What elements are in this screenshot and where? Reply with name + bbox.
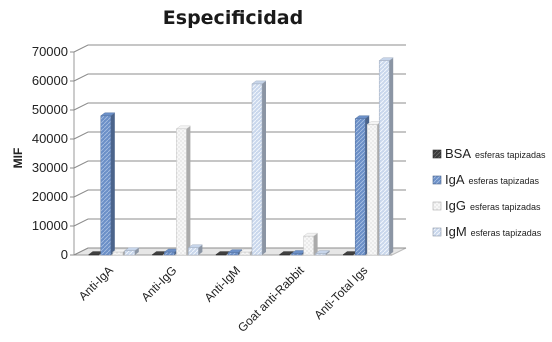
y-tick-label: 30000: [32, 160, 68, 175]
gridline: [73, 218, 406, 227]
bar-side: [198, 244, 203, 255]
bar-side: [313, 233, 318, 255]
x-tick-label: Anti-IgG: [138, 263, 179, 304]
gridline: [73, 102, 406, 111]
bar-front: [279, 254, 290, 256]
legend-label: IgA esferas tapizadas: [445, 172, 540, 187]
legend-swatch: [432, 227, 442, 237]
bar-front: [251, 83, 263, 256]
bar: [227, 249, 243, 256]
bar-front: [152, 254, 163, 256]
y-axis-label: MIF: [11, 148, 25, 169]
bar-side: [325, 250, 330, 255]
legend-item: IgM esferas tapizadas: [432, 224, 542, 239]
x-tick-label: Anti-IgA: [76, 263, 116, 303]
bar-side: [186, 125, 191, 255]
bar-front: [354, 118, 366, 256]
bar-front: [164, 251, 175, 256]
x-tick-label: Goat anti-Rabbit: [235, 263, 307, 335]
bar-side: [110, 112, 115, 255]
y-tick-label: 20000: [32, 189, 68, 204]
legend-label: IgG esferas tapizadas: [445, 198, 541, 213]
bar-side: [134, 247, 139, 255]
bar-front: [227, 252, 239, 256]
bar-front: [88, 254, 100, 256]
bar: [278, 251, 295, 256]
chart-title: Especificidad: [163, 7, 303, 29]
bar-front: [239, 251, 251, 256]
legend-swatch: [432, 201, 442, 211]
y-tick-label: 40000: [32, 131, 68, 146]
bar-front: [366, 124, 378, 256]
gridline: [73, 160, 406, 169]
bar: [314, 250, 331, 256]
legend-item: IgG esferas tapizadas: [432, 198, 541, 213]
bar-front: [176, 128, 187, 256]
gridline: [73, 247, 406, 256]
legend-swatch: [432, 149, 442, 159]
bar: [187, 244, 204, 256]
bar: [175, 125, 192, 256]
legend-item: IgA esferas tapizadas: [432, 172, 540, 187]
bar-front: [124, 250, 136, 256]
bar-front: [315, 253, 326, 256]
y-tick-label: 10000: [32, 218, 68, 233]
bar: [251, 80, 267, 256]
y-tick-label: 70000: [32, 44, 68, 59]
legend-swatch: [432, 175, 442, 185]
legend-label: IgM esferas tapizadas: [445, 224, 542, 239]
y-axis-ticks: 0 10000 20000 30000 40000 50000 60000 70000: [32, 44, 74, 262]
legend-item: BSA esferas tapizadas: [432, 146, 546, 161]
gridline: [73, 44, 406, 53]
bar-front: [342, 254, 354, 256]
bar-front: [215, 254, 227, 256]
gridlines: [73, 44, 406, 256]
x-tick-label: Anti-IgM: [202, 263, 243, 304]
bar: [378, 57, 394, 256]
bar-side: [262, 80, 266, 256]
gridline: [73, 73, 406, 82]
legend-label: BSA esferas tapizadas: [445, 146, 546, 161]
x-tick-label: Anti-Total Igs: [311, 263, 370, 322]
bar: [124, 247, 140, 256]
bars: [88, 57, 394, 256]
legend: BSA esferas tapizadas IgA esferas tapizadas…: [432, 146, 546, 239]
bar-front: [112, 251, 124, 256]
y-tick-label: 0: [61, 247, 68, 262]
gridline: [73, 189, 406, 198]
bar: [100, 112, 116, 256]
bar-front: [378, 60, 390, 256]
bar-front: [188, 247, 199, 256]
gridline: [73, 131, 406, 140]
bar-front: [303, 235, 314, 256]
y-tick-label: 60000: [32, 73, 68, 88]
bar-side: [389, 57, 394, 256]
bar-front: [100, 115, 112, 256]
y-tick-label: 50000: [32, 102, 68, 117]
bar: [302, 232, 319, 256]
bar-front: [291, 253, 302, 256]
